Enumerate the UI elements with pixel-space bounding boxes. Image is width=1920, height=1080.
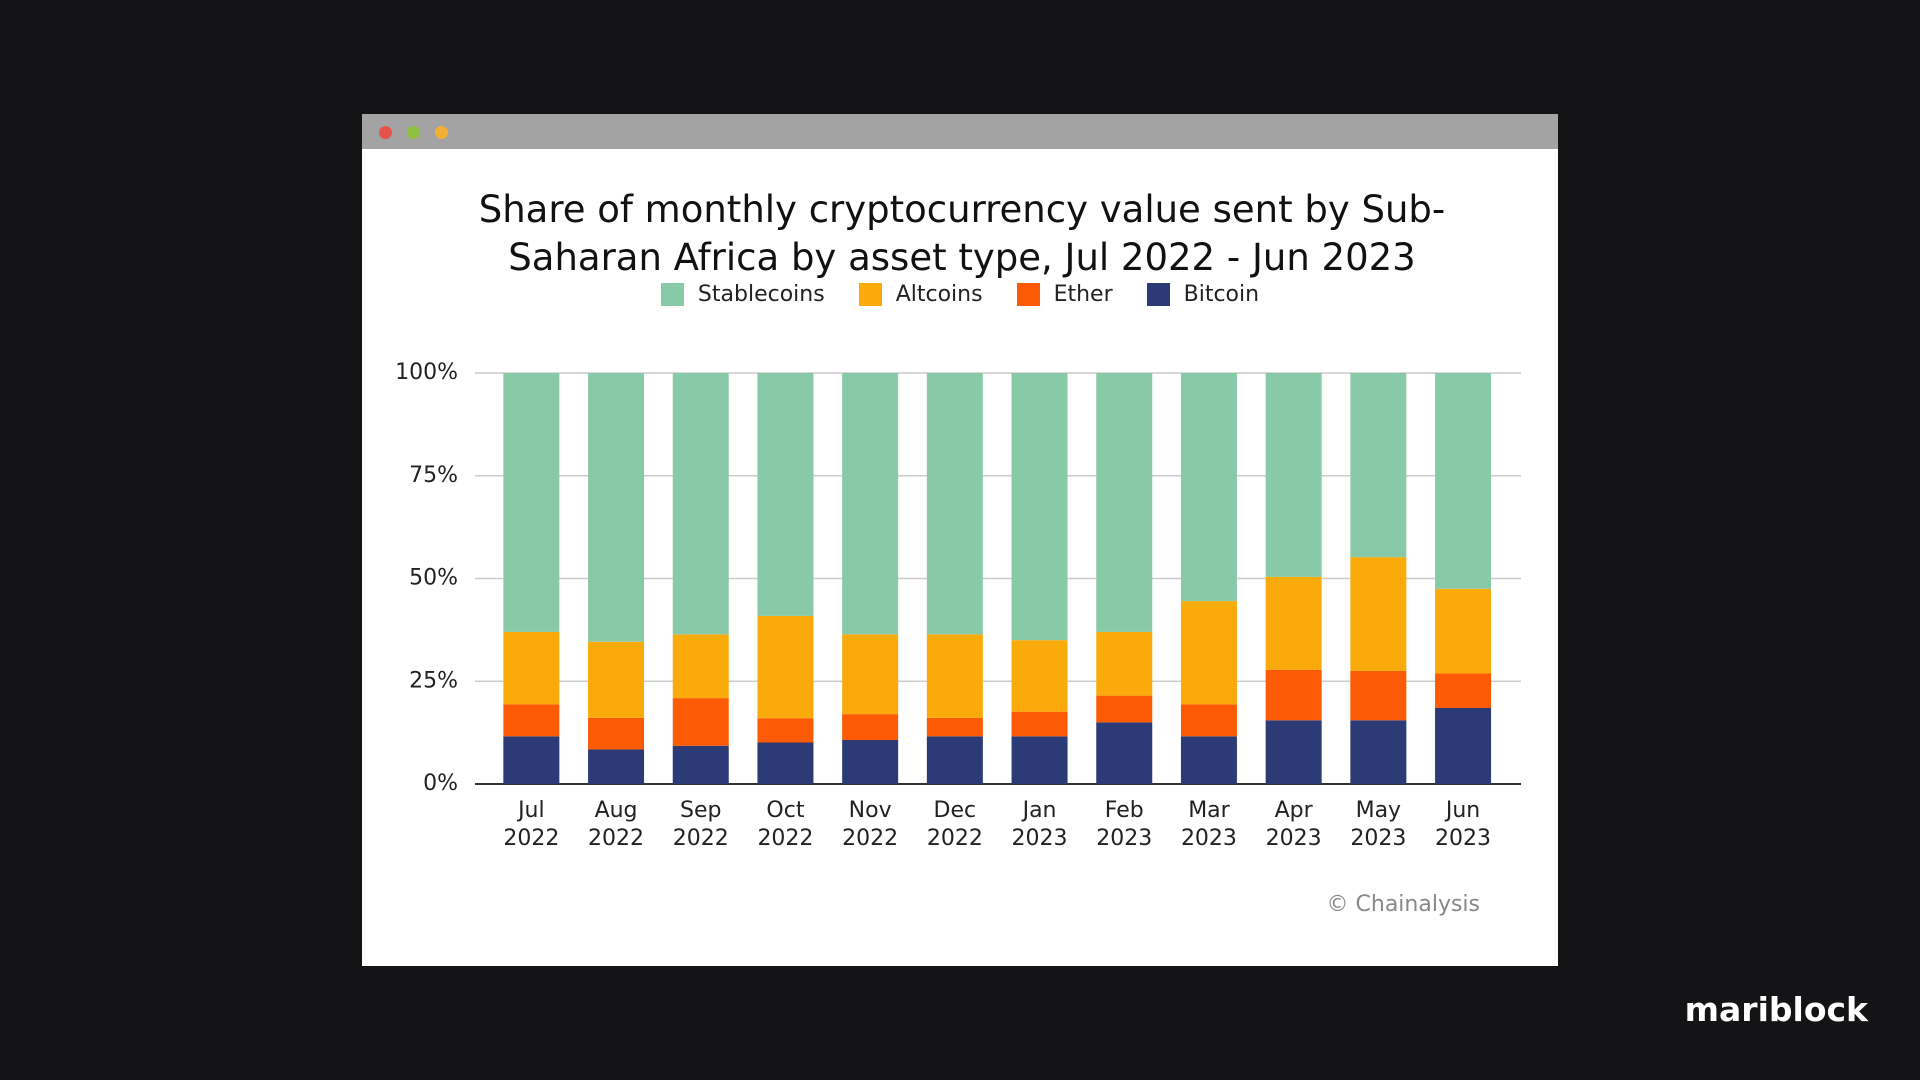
- legend-item: Ether: [1016, 282, 1113, 307]
- bar-segment: [757, 373, 814, 616]
- x-tick-label: Jun 2023: [1435, 798, 1491, 851]
- bar-segment: [1435, 707, 1492, 784]
- bar-segment: [1011, 711, 1068, 737]
- legend-swatch: [660, 283, 684, 306]
- bar-segment: [926, 736, 983, 784]
- bar-segment: [1180, 704, 1237, 737]
- bar-segment: [842, 634, 899, 715]
- bar-segment: [1435, 673, 1492, 708]
- x-tick-label: Aug 2022: [588, 798, 644, 851]
- x-tick-label: Mar 2023: [1181, 798, 1237, 851]
- bar-segment: [672, 634, 729, 699]
- legend-label: Ether: [1053, 282, 1113, 307]
- x-tick-label: Apr 2023: [1266, 798, 1322, 851]
- title-bar: [362, 114, 1558, 149]
- legend-label: Bitcoin: [1183, 282, 1260, 307]
- bar-segment: [1180, 373, 1237, 602]
- bar-segment: [926, 717, 983, 737]
- bar-segment: [926, 373, 983, 635]
- x-tick-label: Dec 2022: [927, 798, 983, 851]
- bar-segment: [672, 698, 729, 746]
- bar-segment: [757, 718, 814, 743]
- minimize-dot[interactable]: [435, 126, 448, 139]
- bar-segment: [1435, 373, 1492, 589]
- x-tick-label: Sep 2022: [673, 798, 729, 851]
- legend: Stablecoins Altcoins Ether Bitcoin: [362, 282, 1558, 307]
- bar-segment: [503, 631, 560, 705]
- legend-item: Stablecoins: [660, 282, 825, 307]
- source: © Chainalysis: [1327, 892, 1480, 917]
- bar-segment: [842, 740, 899, 784]
- legend-item: Altcoins: [858, 282, 983, 307]
- bar-segment: [588, 717, 645, 750]
- bar-segment: [842, 373, 899, 635]
- x-tick-label: Jul 2022: [503, 798, 559, 851]
- bar-segment: [1350, 373, 1407, 558]
- x-tick-label: May 2023: [1350, 798, 1406, 851]
- bar-segment: [1180, 736, 1237, 784]
- bar-segment: [1011, 640, 1068, 712]
- y-tick-label: 25%: [409, 668, 458, 693]
- bar-segment: [588, 373, 645, 642]
- y-tick-label: 75%: [409, 463, 458, 488]
- close-dot[interactable]: [379, 126, 392, 139]
- bar-segment: [926, 634, 983, 718]
- maximize-dot[interactable]: [407, 126, 420, 139]
- legend-swatch: [1146, 283, 1170, 306]
- bar-segment: [588, 749, 645, 784]
- bar-segment: [1265, 576, 1322, 670]
- bar-segment: [1096, 722, 1153, 784]
- legend-item: Bitcoin: [1146, 282, 1260, 307]
- bar-segment: [672, 745, 729, 784]
- bar-segment: [1096, 373, 1153, 632]
- window: Share of monthly cryptocurrency value se…: [362, 114, 1558, 966]
- bar-segment: [1350, 557, 1407, 671]
- bar-segment: [1435, 588, 1492, 674]
- bar-segment: [842, 714, 899, 741]
- bar-segment: [1265, 720, 1322, 784]
- bar-segment: [1011, 373, 1068, 641]
- chart: © Chainalysis 0% 25% 50% 75% 100% Jul 2022 Aug 2…: [395, 360, 1521, 917]
- brand: mariblock: [1684, 990, 1868, 1029]
- bar-segment: [757, 615, 814, 719]
- x-tick-label: Jan 2023: [1012, 798, 1068, 851]
- bar-segment: [588, 641, 645, 718]
- legend-swatch: [1016, 283, 1040, 306]
- bar-segment: [757, 742, 814, 784]
- x-tick-label: Nov 2022: [842, 798, 898, 851]
- bar-segment: [1011, 736, 1068, 784]
- y-tick-label: 0%: [423, 771, 458, 796]
- y-tick-label: 100%: [395, 360, 458, 385]
- bar-segment: [1350, 720, 1407, 784]
- bar-segment: [1265, 373, 1322, 577]
- x-tick-label: Oct 2022: [757, 798, 813, 851]
- legend-swatch: [858, 283, 882, 306]
- y-tick-label: 50%: [409, 566, 458, 591]
- bar-segment: [1350, 670, 1407, 721]
- bar-segment: [503, 373, 560, 632]
- bar-segment: [672, 373, 729, 635]
- legend-label: Stablecoins: [697, 282, 825, 307]
- bar-segment: [1265, 669, 1322, 721]
- bar-segment: [1096, 695, 1153, 723]
- x-tick-label: Feb 2023: [1096, 798, 1152, 851]
- bar-segment: [1096, 631, 1153, 696]
- legend-label: Altcoins: [895, 282, 983, 307]
- chart-title: Share of monthly cryptocurrency value se…: [478, 188, 1446, 279]
- bar-segment: [503, 704, 560, 737]
- bar-segment: [503, 736, 560, 784]
- bar-segment: [1180, 601, 1237, 705]
